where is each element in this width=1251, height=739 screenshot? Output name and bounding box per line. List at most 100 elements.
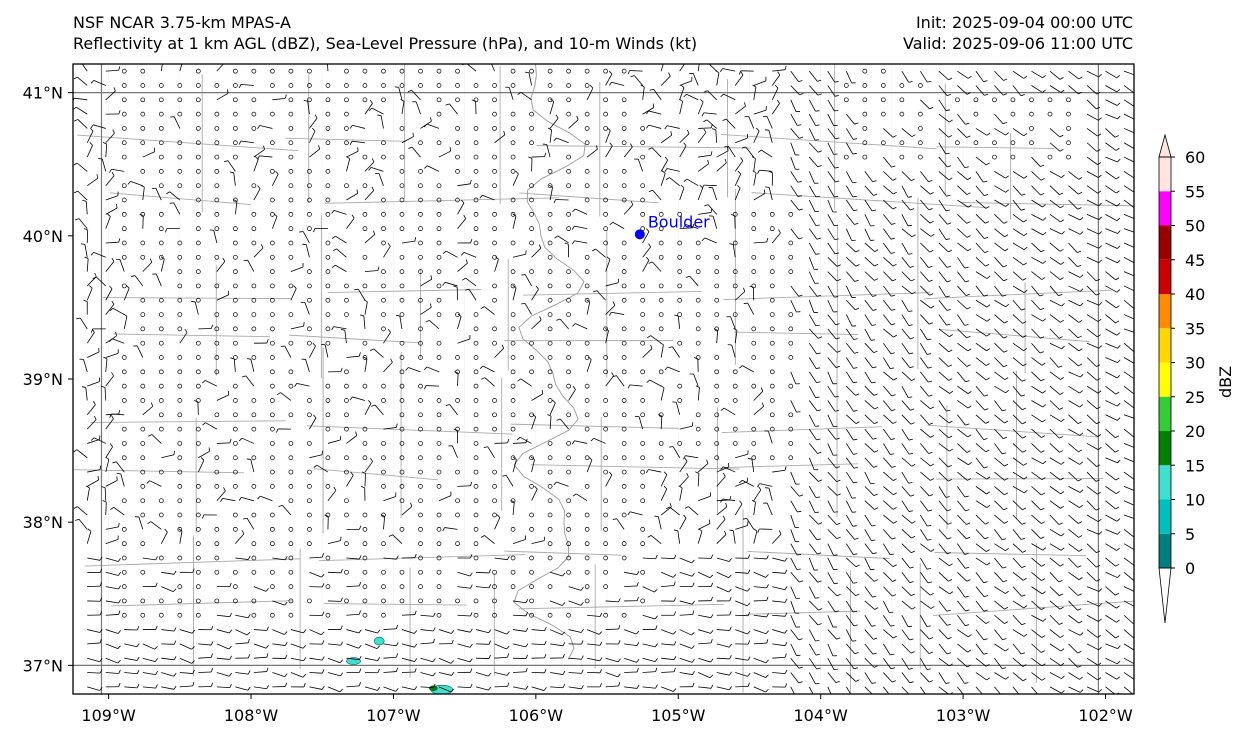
calm-wind-marker (492, 111, 497, 117)
wind-barb (568, 600, 581, 606)
wind-barb-feather (173, 570, 177, 575)
wind-barb (883, 686, 890, 694)
wind-barb-feather (1117, 230, 1121, 234)
calm-wind-marker (455, 140, 460, 146)
wind-barb-feather (930, 191, 934, 195)
calm-wind-marker (270, 484, 275, 489)
calm-wind-marker (714, 426, 720, 432)
calm-wind-marker (288, 111, 294, 117)
wind-barb (1105, 528, 1118, 535)
calm-wind-marker (918, 154, 923, 160)
wind-barb (142, 215, 144, 229)
wind-barb (901, 629, 910, 641)
calm-wind-marker (695, 312, 701, 317)
wind-barb (882, 600, 890, 613)
wind-barb-feather (1095, 278, 1100, 282)
calm-wind-marker (381, 541, 386, 547)
wind-barb-feather (255, 156, 259, 160)
state-boundaries (73, 64, 1134, 694)
calm-wind-marker (547, 283, 553, 289)
calm-wind-marker (270, 240, 275, 246)
county-line (720, 133, 937, 150)
wind-barb (505, 475, 514, 487)
wind-barb-feather (673, 554, 677, 559)
wind-barb-feather (815, 124, 820, 126)
calm-wind-marker (381, 469, 386, 475)
calm-wind-marker (233, 97, 238, 103)
calm-wind-marker (158, 598, 164, 604)
wind-barb (883, 572, 893, 582)
wind-barb (457, 571, 471, 577)
wind-barb-feather (891, 537, 896, 540)
wind-barb (994, 199, 1006, 207)
wind-barb-feather (928, 180, 933, 183)
wind-barb-feather (749, 285, 754, 288)
calm-wind-marker (714, 297, 720, 303)
wind-barb (827, 70, 835, 83)
calm-wind-marker (1047, 97, 1053, 103)
calm-wind-marker (621, 197, 627, 203)
wind-barb (957, 113, 966, 125)
wind-barb (85, 201, 88, 215)
calm-wind-marker (603, 541, 608, 547)
calm-wind-marker (492, 97, 497, 103)
calm-wind-marker (566, 569, 571, 575)
wind-barb (364, 161, 375, 172)
wind-barb (660, 64, 664, 72)
wind-barb (883, 185, 894, 195)
wind-barb-feather (1117, 345, 1121, 349)
calm-wind-marker (344, 183, 349, 189)
wind-barb (112, 307, 125, 315)
wind-barb (475, 686, 489, 691)
city-label-boulder: Boulder (648, 212, 710, 231)
wind-barb (716, 657, 730, 660)
wind-barb-feather (1061, 231, 1065, 235)
wind-barb-feather (648, 261, 653, 264)
wind-barb-feather (118, 110, 121, 115)
wind-barb-feather (1002, 294, 1007, 297)
calm-wind-marker (1029, 140, 1034, 146)
wind-barb (284, 345, 292, 358)
wind-barb-feather (817, 165, 822, 168)
wind-barb (179, 657, 192, 664)
wind-barb (920, 314, 930, 325)
wind-barb (420, 614, 434, 617)
wind-barb-feather (1116, 245, 1121, 249)
wind-barb (494, 134, 506, 144)
wind-barb-feather (1135, 648, 1138, 650)
wind-barb-feather (460, 199, 465, 204)
wind-barb (629, 511, 643, 516)
wind-barb (808, 85, 819, 96)
wind-barb-feather (836, 264, 841, 267)
wind-barb-feather (673, 655, 677, 660)
wind-barb (734, 160, 744, 172)
wind-barb (735, 657, 749, 661)
wind-barb-feather (948, 364, 953, 367)
wind-barb (309, 672, 323, 674)
calm-wind-marker (158, 83, 164, 88)
wind-barb (234, 201, 238, 215)
wind-barb-feather (909, 681, 914, 684)
wind-barb (1105, 614, 1117, 623)
wind-barb-feather (1097, 162, 1102, 165)
wind-barb-feather (911, 134, 916, 138)
wind-barb (994, 328, 1004, 339)
wind-barb (1049, 271, 1061, 280)
calm-wind-marker (177, 169, 183, 174)
wind-barb-feather (983, 581, 988, 584)
wind-barb-feather (611, 372, 615, 377)
calm-wind-marker (603, 369, 608, 375)
wind-barb-feather (1002, 452, 1007, 455)
wind-barb-feather (1136, 73, 1139, 76)
wind-barb-feather (525, 611, 528, 616)
wind-barb (216, 643, 229, 650)
wind-barb-feather (488, 584, 492, 589)
wind-barb (845, 428, 854, 441)
wind-barb (216, 442, 230, 444)
wind-barb-feather (400, 98, 405, 102)
wind-barb (957, 500, 966, 512)
wind-barb (449, 103, 458, 115)
wind-barb (827, 529, 838, 539)
wind-barb-feather (1115, 305, 1120, 309)
calm-wind-marker (362, 83, 368, 88)
